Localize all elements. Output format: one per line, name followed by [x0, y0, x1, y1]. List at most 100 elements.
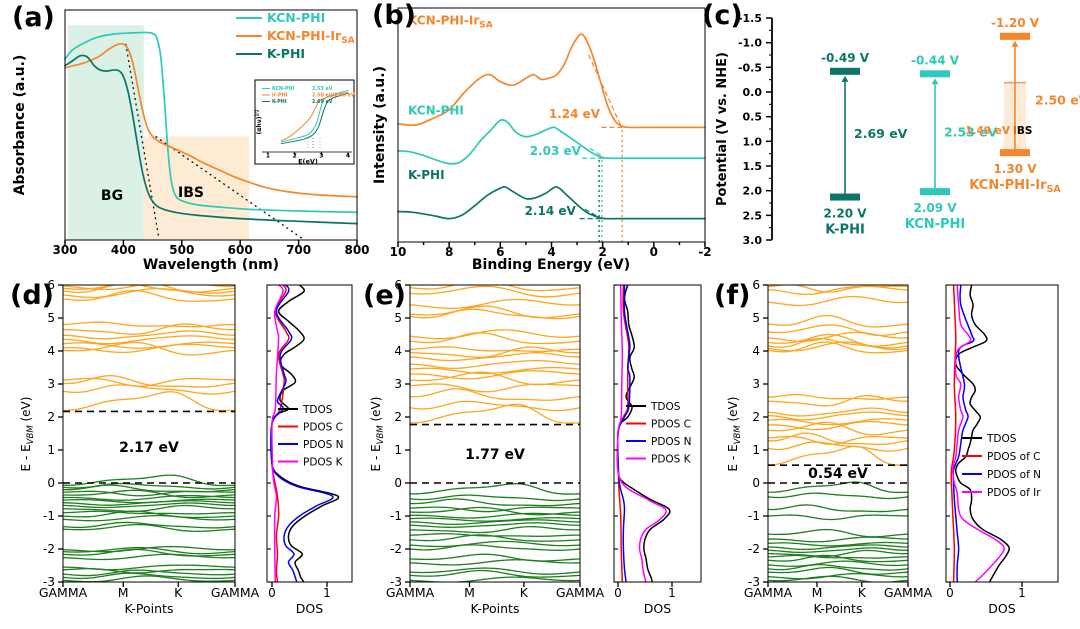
dos-curves [616, 285, 671, 582]
dos-legend-item: PDOS K [303, 457, 344, 469]
svg-text:3: 3 [752, 377, 760, 391]
gap-value: 2.17 eV [119, 440, 179, 456]
kpoint-label: GAMMA [744, 585, 793, 600]
svg-text:-2: -2 [43, 542, 55, 556]
kpoint-label: K [174, 585, 183, 600]
svg-text:0.5: 0.5 [743, 111, 763, 124]
energy-axis-label: E - EVBM (eV) [369, 397, 386, 472]
inset-ylabel: (αhν)1/2 [255, 109, 264, 134]
panel-a-xlabel: Wavelength (nm) [143, 257, 279, 273]
svg-text:1: 1 [1018, 586, 1026, 600]
svg-text:0: 0 [47, 476, 55, 490]
legend-item-2: K-PHI [267, 46, 305, 61]
panel-c-ylabel: Potential (V vs. NHE) [715, 52, 730, 206]
svg-text:2.69 eV: 2.69 eV [312, 99, 333, 105]
svg-text:2: 2 [47, 410, 55, 424]
svg-text:1: 1 [668, 586, 676, 600]
svg-text:6: 6 [394, 278, 402, 292]
dos-axis-label: DOS [644, 601, 671, 616]
svg-text:2.53 eV: 2.53 eV [312, 86, 333, 92]
svg-text:800: 800 [344, 243, 369, 257]
dos-legend-item: TDOS [986, 433, 1017, 445]
svg-text:-1: -1 [43, 509, 55, 523]
energy-axis-label: E - EVBM (eV) [726, 397, 743, 472]
curve-label-1: KCN-PHI [408, 103, 464, 117]
kpoints-axis-label: K-Points [471, 601, 520, 616]
svg-text:0: 0 [614, 586, 622, 600]
svg-text:500: 500 [169, 243, 194, 257]
svg-text:0: 0 [268, 586, 276, 600]
dos-legend-item: PDOS N [651, 436, 692, 448]
svg-text:4: 4 [394, 344, 402, 358]
panel-a-label: (a) [12, 2, 55, 33]
svg-text:10: 10 [390, 245, 407, 259]
dos-legend-item: TDOS [302, 404, 333, 416]
svg-text:0: 0 [650, 245, 658, 259]
svg-text:K-PHI: K-PHI [272, 99, 287, 105]
material-name: KCN-PHI [905, 217, 966, 232]
svg-text:5: 5 [394, 311, 402, 325]
legend-item-1: KCN-PHI-IrSA [267, 28, 355, 46]
dos-curves [270, 285, 340, 582]
bg-region-label: BG [101, 188, 123, 204]
panel-d-label: (d) [10, 280, 55, 311]
kpoint-label: GAMMA [884, 585, 933, 600]
svg-text:-3: -3 [43, 575, 55, 589]
ibs-region-label: IBS [178, 185, 204, 201]
svg-text:2: 2 [752, 410, 760, 424]
svg-text:-1.0: -1.0 [738, 37, 762, 50]
svg-text:4: 4 [752, 344, 760, 358]
svg-text:1: 1 [323, 586, 331, 600]
gap-value: 1.77 eV [465, 447, 525, 463]
svg-text:0: 0 [394, 476, 402, 490]
svg-text:5: 5 [47, 311, 55, 325]
svg-text:3: 3 [394, 377, 402, 391]
cb-label: -0.49 V [821, 51, 870, 65]
kpoint-label: GAMMA [211, 585, 260, 600]
panel-e-label: (e) [363, 280, 406, 311]
cb-label: -1.20 V [991, 16, 1040, 30]
svg-text:1.0: 1.0 [743, 135, 763, 148]
svg-text:-0.5: -0.5 [738, 61, 762, 74]
material-0: 2.69 eV -0.49 V 2.20 V K-PHI [821, 51, 908, 238]
svg-text:-2: -2 [748, 542, 760, 556]
panel-a-ylabel: Absorbance (a.u.) [12, 55, 28, 196]
kpoint-label: K [520, 585, 529, 600]
dos-legend-item: TDOS [650, 401, 681, 413]
dos-axis-label: DOS [988, 601, 1015, 616]
material-name: KCN-PHI-IrSA [969, 178, 1061, 195]
svg-text:1.5: 1.5 [743, 160, 763, 173]
svg-text:-2: -2 [698, 245, 711, 259]
dos-legend-item: PDOS of C [987, 451, 1040, 463]
svg-text:0: 0 [752, 476, 760, 490]
material-1: 2.53 eV -0.44 V 2.09 V KCN-PHI [905, 53, 998, 232]
svg-text:1: 1 [394, 443, 402, 457]
svg-text:2: 2 [293, 153, 297, 160]
dos-legend-item: PDOS C [303, 422, 343, 434]
svg-text:3: 3 [319, 153, 323, 160]
dos-legend-item: PDOS of N [987, 469, 1041, 481]
panel-b-ylabel: Intensity (a.u.) [372, 66, 388, 184]
dos-legend-item: PDOS K [651, 454, 692, 466]
gap-label: 2.53 eV [944, 125, 998, 140]
kpoint-label: M [118, 585, 129, 600]
inset-xlabel: E(eV) [298, 158, 318, 166]
annotation-0: 1.24 eV [549, 107, 601, 121]
svg-text:6: 6 [752, 278, 760, 292]
svg-text:4: 4 [346, 153, 350, 160]
panel-a-inset: 1 2 3 4 E(eV) (αhν)1/2 KCN-PHI 2.53 eV Ir-PHI 2.5… [254, 79, 355, 166]
band-lines [410, 285, 580, 582]
svg-text:-1: -1 [748, 509, 760, 523]
svg-text:700: 700 [286, 243, 311, 257]
svg-text:3.0: 3.0 [743, 234, 763, 247]
panel-c-chart: -1.5 -1.0 -0.5 0.0 0.5 1.0 1.5 2.0 2.5 3.0 Potenti… [715, 12, 1080, 247]
kpoint-label: GAMMA [556, 585, 605, 600]
kpoint-label: K [858, 585, 867, 600]
band-lines [768, 285, 908, 582]
svg-text:1: 1 [47, 443, 55, 457]
svg-text:-3: -3 [390, 575, 402, 589]
